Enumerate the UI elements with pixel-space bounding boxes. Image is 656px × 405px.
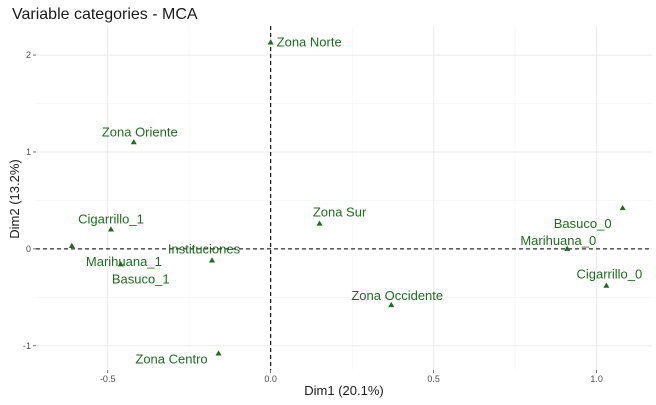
point-labels: Zona Norte Zona Oriente Cigarrillo_1 Marihu… xyxy=(78,34,642,366)
axis-ticks: -0.5 0.0 0.5 1.0 -1 0 1 2 xyxy=(23,50,603,384)
point-label: Zona Sur xyxy=(313,205,367,220)
point-marker xyxy=(130,139,137,145)
point-label: Zona Occidente xyxy=(351,288,443,303)
point-marker xyxy=(564,245,571,251)
chart-title: Variable categories - MCA xyxy=(12,6,198,23)
point-marker xyxy=(215,350,222,356)
y-tick-label: 1 xyxy=(26,147,31,157)
grid xyxy=(36,26,652,370)
point-marker xyxy=(209,257,215,263)
y-axis-title: Dim2 (13.2%) xyxy=(7,159,22,238)
x-tick-label: -0.5 xyxy=(100,374,116,384)
point-label: Instituciones xyxy=(168,242,241,257)
point-marker xyxy=(619,204,626,211)
point-label: Zona Norte xyxy=(277,34,342,49)
x-tick-label: 1.0 xyxy=(590,374,603,384)
point-label: Basuco_1 xyxy=(112,271,170,286)
point-label: Basuco_0 xyxy=(554,216,612,231)
reference-lines xyxy=(36,26,652,370)
y-tick-label: -1 xyxy=(23,341,31,351)
y-tick-label: 0 xyxy=(26,244,31,254)
point-label: Cigarrillo_1 xyxy=(78,211,144,226)
x-axis-title: Dim1 (20.1%) xyxy=(304,383,383,398)
point-label: Marihuana_0 xyxy=(520,233,596,248)
point-marker xyxy=(316,220,323,226)
point-marker xyxy=(117,261,124,267)
data-points xyxy=(68,39,626,356)
point-marker xyxy=(267,39,274,45)
x-tick-label: 0.0 xyxy=(264,374,277,384)
point-marker xyxy=(68,242,75,248)
point-marker xyxy=(107,226,114,232)
point-label: Zona Centro xyxy=(135,352,207,367)
point-label: Cigarrillo_0 xyxy=(576,267,642,282)
point-label: Zona Oriente xyxy=(102,124,178,139)
point-marker xyxy=(388,301,395,308)
y-tick-label: 2 xyxy=(26,50,31,60)
point-marker xyxy=(603,282,610,288)
x-tick-label: 0.5 xyxy=(427,374,440,384)
point-label: Marihuana_1 xyxy=(86,254,162,269)
